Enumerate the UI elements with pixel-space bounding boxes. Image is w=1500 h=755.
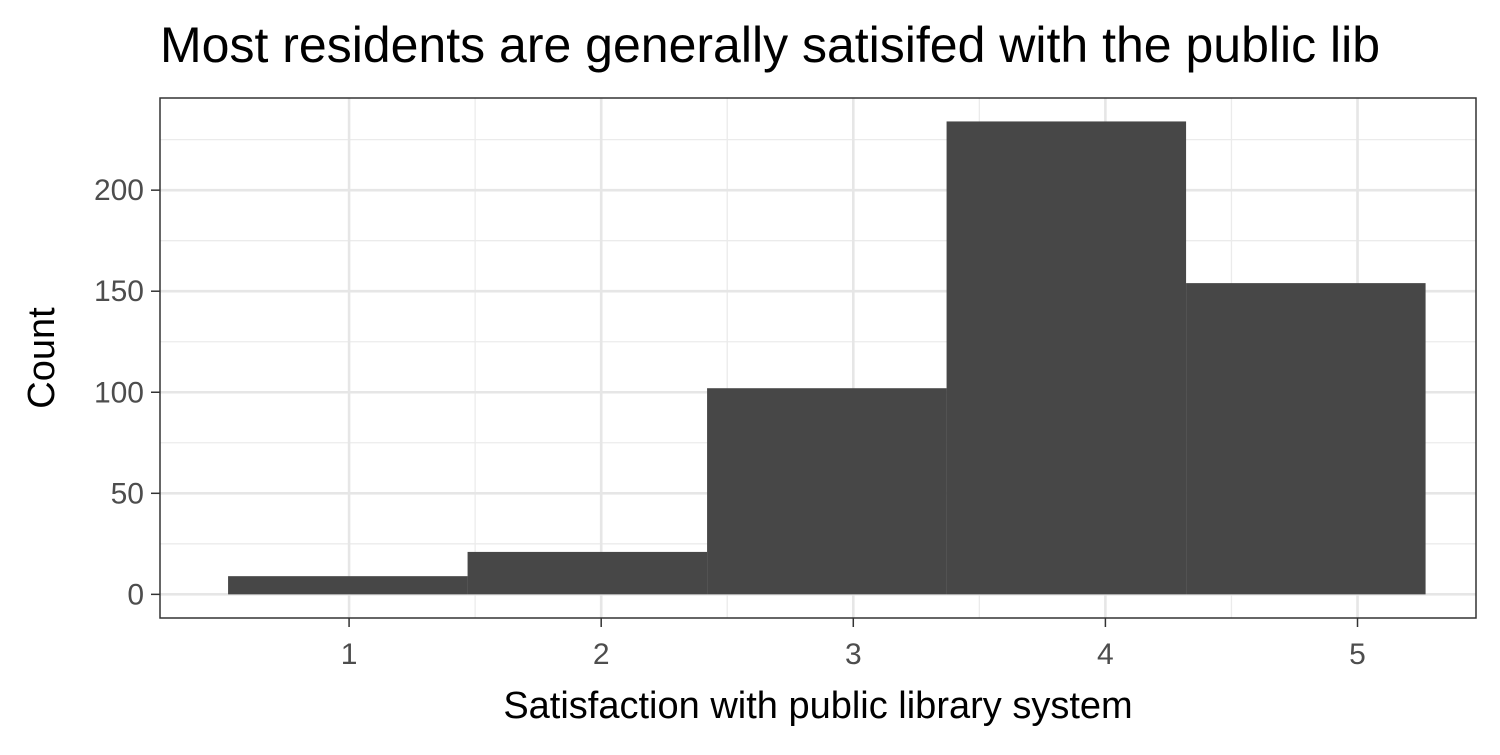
histogram-bar-3: [707, 388, 947, 595]
histogram-bars: [228, 121, 1426, 595]
x-tick-label: 4: [1097, 638, 1114, 671]
y-tick-label: 50: [111, 477, 144, 510]
x-tick-label: 3: [845, 638, 862, 671]
y-axis: 0 50 100 150 200: [94, 174, 160, 611]
histogram-bar-5: [1186, 283, 1426, 595]
x-tick-label: 2: [593, 638, 610, 671]
x-tick-label: 1: [341, 638, 358, 671]
histogram-bar-1: [228, 576, 468, 595]
x-axis-title: Satisfaction with public library system: [503, 685, 1132, 727]
y-tick-label: 0: [127, 578, 144, 611]
plot-panel-border: [159, 97, 1477, 619]
histogram-bar-2: [467, 551, 708, 595]
x-tick-label: 5: [1349, 638, 1366, 671]
y-tick-label: 200: [94, 174, 144, 207]
y-tick-label: 150: [94, 275, 144, 308]
y-tick-label: 100: [94, 376, 144, 409]
histogram-bar-4: [946, 121, 1187, 595]
x-axis: 1 2 3 4 5: [341, 618, 1366, 671]
y-axis-title: Count: [21, 307, 63, 409]
chart-title: Most residents are generally satisifed w…: [160, 17, 1380, 73]
